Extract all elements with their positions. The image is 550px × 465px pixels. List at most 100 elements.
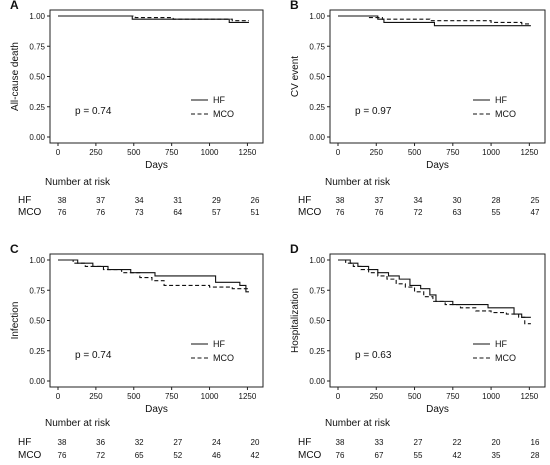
x-tick-label: 500: [127, 392, 141, 401]
legend-label: MCO: [213, 353, 234, 363]
y-tick-label: 0.50: [29, 73, 45, 82]
x-tick-label: 750: [446, 392, 460, 401]
risk-count: 42: [251, 451, 260, 460]
risk-group-label: HF: [298, 195, 311, 206]
x-axis-title: Days: [145, 160, 168, 171]
risk-table-title: Number at risk: [45, 177, 111, 188]
y-tick-label: 0.25: [29, 347, 45, 356]
x-tick-label: 1000: [482, 392, 500, 401]
risk-count: 55: [492, 208, 501, 217]
panel-letter: A: [10, 0, 19, 12]
x-tick-label: 250: [89, 148, 103, 157]
risk-count: 76: [336, 208, 345, 217]
plot-frame: [49, 9, 264, 144]
risk-count: 46: [212, 451, 221, 460]
panel-letter: B: [290, 0, 299, 12]
risk-count: 35: [492, 451, 501, 460]
x-tick-label: 0: [336, 148, 341, 157]
risk-count: 38: [58, 196, 67, 205]
y-tick-label: 0.25: [309, 347, 325, 356]
risk-group-label: HF: [18, 195, 31, 206]
plot-frame: [49, 253, 264, 388]
y-tick-label: 0.75: [29, 42, 45, 51]
plot-frame: [329, 9, 546, 144]
risk-count: 72: [96, 451, 105, 460]
risk-count: 20: [251, 438, 260, 447]
risk-group-label: HF: [18, 437, 31, 448]
risk-count: 16: [531, 438, 540, 447]
x-tick-label: 250: [370, 392, 384, 401]
y-tick-label: 0.00: [29, 377, 45, 386]
y-tick-label: 0.75: [309, 286, 325, 295]
risk-count: 33: [375, 438, 384, 447]
x-tick-label: 500: [127, 148, 141, 157]
x-tick-label: 1000: [201, 392, 219, 401]
series-line-mco: [338, 259, 531, 325]
risk-count: 64: [173, 208, 182, 217]
y-tick-label: 1.00: [29, 256, 45, 265]
risk-count: 37: [375, 196, 384, 205]
y-tick-label: 0.00: [29, 133, 45, 142]
y-axis-title: Hospitalization: [290, 288, 301, 353]
risk-count: 28: [492, 196, 501, 205]
risk-count: 24: [212, 438, 221, 447]
panel-b: B 0.00 0.25 0.50 0.75 1.00 0 250 500 750 1000 1250 D…: [290, 0, 546, 218]
risk-count: 38: [336, 438, 345, 447]
panel-a: A 0.00 0.25 0.50 0.75 1.00 0 250 500 750 1000 1250 D…: [10, 0, 264, 218]
risk-count: 34: [135, 196, 144, 205]
x-tick-label: 750: [165, 148, 179, 157]
risk-count: 76: [375, 208, 384, 217]
risk-count: 29: [212, 196, 221, 205]
panel-letter: D: [290, 242, 299, 256]
x-tick-label: 750: [446, 148, 460, 157]
x-axis-title: Days: [145, 404, 168, 415]
y-tick-label: 0.50: [309, 317, 325, 326]
p-value-label: p = 0.74: [75, 106, 112, 117]
risk-count: 63: [453, 208, 462, 217]
risk-group-label: HF: [298, 437, 311, 448]
x-tick-label: 0: [336, 392, 341, 401]
y-tick-label: 0.75: [309, 42, 325, 51]
legend-label: HF: [213, 339, 225, 349]
y-axis-title: All-cause death: [10, 42, 21, 111]
y-tick-label: 0.25: [309, 103, 325, 112]
y-tick-label: 0.25: [29, 103, 45, 112]
risk-count: 42: [453, 451, 462, 460]
panel-c: C 0.00 0.25 0.50 0.75 1.00 0 250 500 750 1000 1250 D…: [10, 242, 264, 461]
risk-count: 73: [135, 208, 144, 217]
risk-count: 47: [531, 208, 540, 217]
risk-group-label: MCO: [298, 207, 322, 218]
risk-count: 76: [96, 208, 105, 217]
x-tick-label: 1250: [520, 148, 538, 157]
p-value-label: p = 0.74: [75, 350, 112, 361]
y-tick-label: 0.00: [309, 377, 325, 386]
risk-count: 76: [58, 208, 67, 217]
risk-group-label: MCO: [18, 450, 42, 461]
x-tick-label: 750: [165, 392, 179, 401]
risk-count: 55: [414, 451, 423, 460]
x-tick-label: 0: [56, 392, 61, 401]
series-line-mco: [58, 259, 249, 290]
x-axis-title: Days: [426, 404, 449, 415]
y-tick-label: 0.50: [29, 317, 45, 326]
risk-count: 31: [173, 196, 182, 205]
legend-label: MCO: [495, 353, 516, 363]
risk-count: 38: [336, 196, 345, 205]
y-tick-label: 1.00: [309, 256, 325, 265]
risk-count: 34: [414, 196, 423, 205]
legend-label: HF: [213, 95, 225, 105]
risk-table-title: Number at risk: [325, 418, 391, 429]
risk-count: 67: [375, 451, 384, 460]
x-tick-label: 1000: [201, 148, 219, 157]
risk-count: 20: [492, 438, 501, 447]
legend-label: MCO: [495, 109, 516, 119]
x-axis-title: Days: [426, 160, 449, 171]
risk-count: 57: [212, 208, 221, 217]
risk-count: 32: [135, 438, 144, 447]
risk-count: 76: [58, 451, 67, 460]
risk-group-label: MCO: [18, 207, 42, 218]
risk-count: 26: [251, 196, 260, 205]
x-tick-label: 500: [408, 148, 422, 157]
risk-count: 36: [96, 438, 105, 447]
y-tick-label: 0.75: [29, 286, 45, 295]
